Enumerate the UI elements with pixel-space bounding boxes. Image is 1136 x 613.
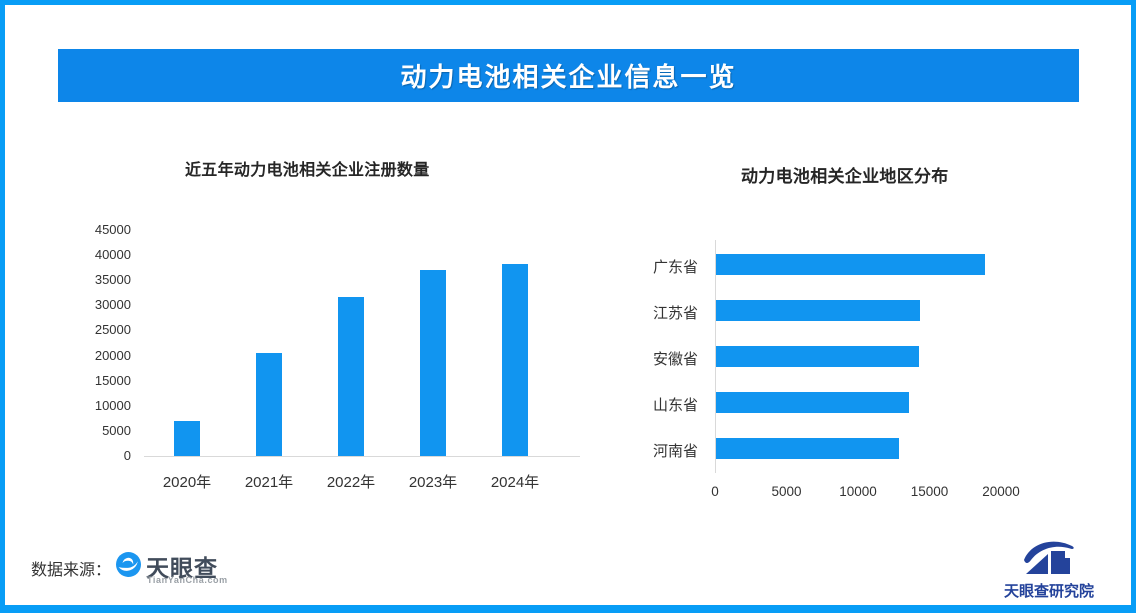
y-axis-line <box>715 240 716 473</box>
column-bar-2022年 <box>338 297 364 456</box>
x-axis-category-label: 2022年 <box>326 474 376 491</box>
y-axis-tick-label: 45000 <box>94 222 131 237</box>
category-label-安徽省: 安徽省 <box>652 351 698 368</box>
y-axis-tick-label: 0 <box>123 448 131 463</box>
tianyancha-eye-icon <box>116 552 141 577</box>
x-axis-category-label: 2021年 <box>244 474 294 491</box>
x-axis-tick-label: 5000 <box>771 484 802 499</box>
column-bar-2021年 <box>256 353 282 456</box>
region-bar-安徽省 <box>716 346 919 367</box>
y-axis-tick-label: 10000 <box>94 397 131 413</box>
y-axis-tick-label: 25000 <box>94 322 131 338</box>
x-axis-tick-label: 20000 <box>982 484 1020 499</box>
registrations-chart-title: 近五年动力电池相关企业注册数量 <box>185 162 430 179</box>
y-axis-tick-label: 35000 <box>94 272 131 288</box>
x-axis-baseline <box>144 456 580 457</box>
column-bar-2020年 <box>174 421 200 456</box>
region-bar-广东省 <box>716 254 985 275</box>
research-institute-wordmark: 天眼查研究院 <box>1003 583 1094 600</box>
data-source-label: 数据来源： <box>31 562 112 579</box>
research-institute-logo: 天眼查研究院 <box>1003 538 1095 600</box>
x-axis-tick-label: 10000 <box>839 484 877 499</box>
category-label-河南省: 河南省 <box>652 443 698 460</box>
x-axis-category-label: 2024年 <box>490 474 540 491</box>
y-axis-tick-label: 40000 <box>94 247 131 263</box>
column-bar-2023年 <box>420 270 446 456</box>
y-axis-tick-label: 15000 <box>94 372 131 388</box>
tianyancha-wordmark: 天眼查 <box>146 555 218 581</box>
y-axis-tick-label: 20000 <box>94 347 131 363</box>
category-label-山东省: 山东省 <box>652 397 698 414</box>
x-axis-category-label: 2020年 <box>162 474 212 491</box>
region-bar-山东省 <box>716 392 909 413</box>
region-bar-江苏省 <box>716 300 920 321</box>
category-label-江苏省: 江苏省 <box>652 305 698 322</box>
y-axis-tick-label: 30000 <box>94 297 131 313</box>
region-chart-title: 动力电池相关企业地区分布 <box>741 167 949 186</box>
column-bar-2024年 <box>502 264 528 456</box>
x-axis-tick-label: 15000 <box>910 484 949 499</box>
x-axis-tick-label: 0 <box>711 484 719 499</box>
x-axis-category-label: 2023年 <box>408 474 458 491</box>
page-title-bar: 动力电池相关企业信息一览 <box>58 49 1079 102</box>
category-label-广东省: 广东省 <box>652 259 698 276</box>
tianyancha-domain: TianYanCha.com <box>147 575 228 585</box>
region-bar-河南省 <box>716 438 899 459</box>
tianyancha-logo: 天眼查 TianYanCha.com <box>116 549 246 585</box>
page-title: 动力电池相关企业信息一览 <box>400 62 737 92</box>
y-axis-tick-label: 5000 <box>102 422 131 438</box>
research-institute-icon <box>1024 541 1074 574</box>
